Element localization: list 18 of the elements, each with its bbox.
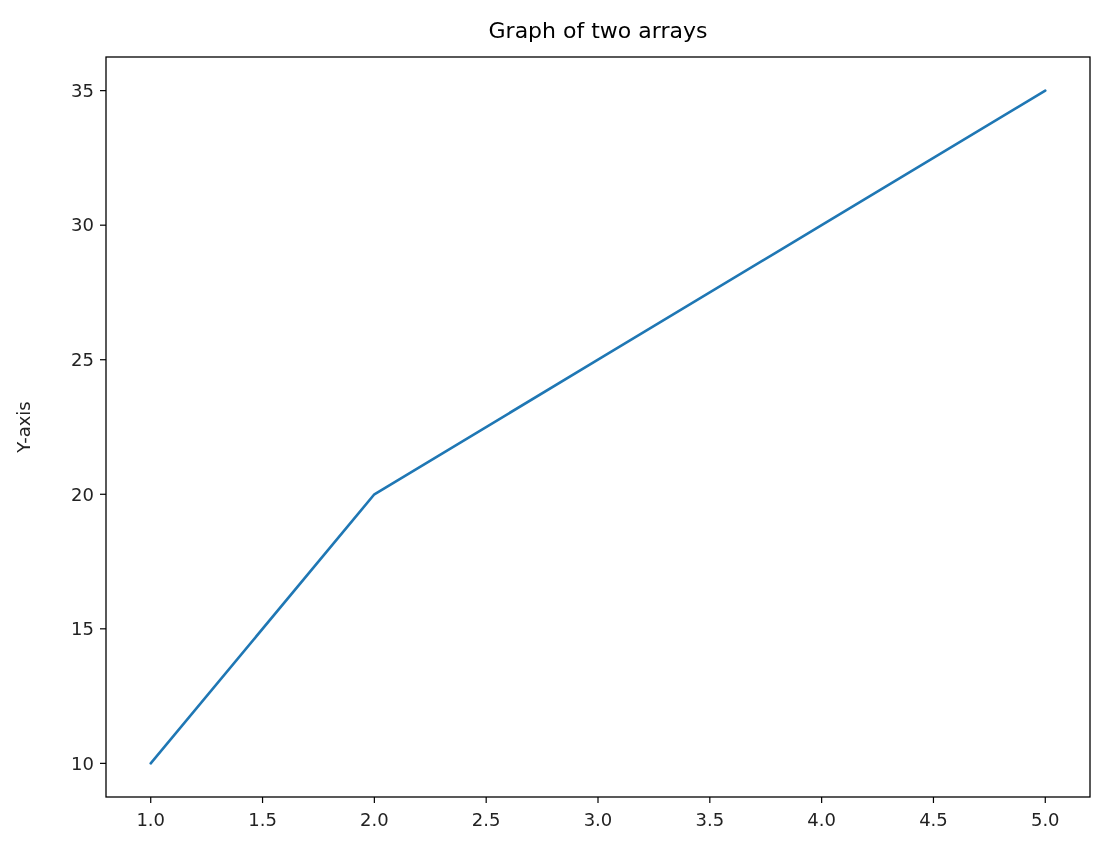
x-tick-label: 2.5 [471, 809, 501, 830]
x-tick-label: 3.0 [583, 809, 613, 830]
y-axis-title: Y-axis [13, 401, 34, 454]
y-tick-label: 10 [71, 752, 94, 774]
y-tick-label: 20 [71, 483, 94, 505]
x-tick-label: 5.0 [1030, 809, 1060, 830]
x-tick-label: 4.5 [919, 809, 948, 830]
y-tick-label: 35 [71, 79, 94, 101]
x-tick-label: 4.0 [807, 809, 836, 830]
y-tick-label: 25 [71, 349, 94, 371]
x-tick-label: 2.0 [360, 809, 389, 830]
x-tick-label: 1.0 [136, 809, 166, 830]
y-tick-label: 30 [71, 214, 94, 236]
y-tick-label: 15 [71, 618, 94, 640]
x-tick-label: 1.5 [248, 809, 277, 830]
line-series [149, 89, 1047, 765]
x-tick-label: 3.5 [695, 809, 725, 830]
chart-title: Graph of two arrays [488, 18, 708, 43]
